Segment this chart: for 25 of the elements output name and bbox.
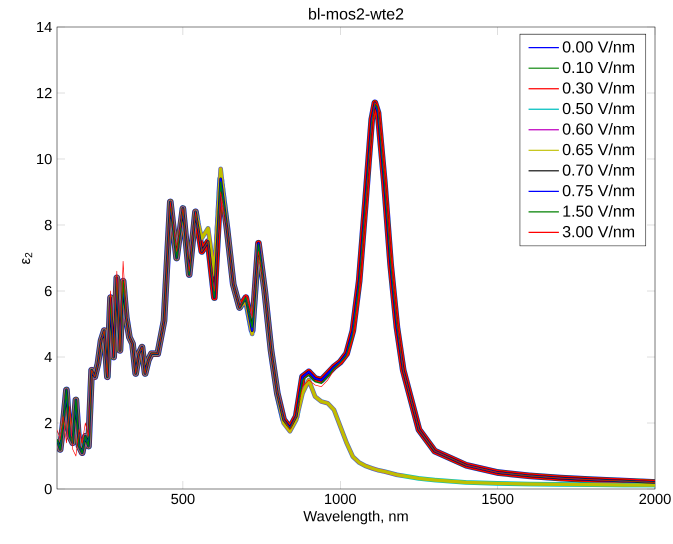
x-tick-label: 500 xyxy=(171,494,195,504)
legend-label: 0.00 V/nm xyxy=(562,40,634,53)
y-tick-label: 12 xyxy=(37,88,52,98)
x-axis-title: Wavelength, nm xyxy=(303,510,408,524)
x-tick-label: 2000 xyxy=(639,494,671,504)
legend-label: 0.10 V/nm xyxy=(562,61,634,74)
y-tick-label: 2 xyxy=(44,418,52,428)
legend-label: 1.50 V/nm xyxy=(563,205,634,217)
legend-label: 0.30 V/nm xyxy=(562,82,634,94)
y-tick-label: 10 xyxy=(37,154,52,164)
x-tick-label: 1000 xyxy=(325,494,356,504)
y-tick-label: 8 xyxy=(44,220,52,230)
x-tick-label: 1500 xyxy=(482,494,514,504)
legend-label: 0.75 V/nm xyxy=(562,184,634,196)
y-axis-title: ε$_{2}$ xyxy=(22,252,32,264)
legend-label: 0.70 V/nm xyxy=(562,164,634,176)
y-tick-label: 6 xyxy=(44,286,52,296)
y-tick-label: 0 xyxy=(44,484,52,494)
y-tick-label: 4 xyxy=(44,352,52,362)
chart-title: bl-mos2-wte2 xyxy=(309,8,404,20)
legend-label: 0.60 V/nm xyxy=(562,122,634,135)
legend-label: 3.00 V/nm xyxy=(562,226,634,238)
legend-label: 0.50 V/nm xyxy=(562,102,634,114)
legend-label: 0.65 V/nm xyxy=(562,144,634,156)
y-tick-label: 14 xyxy=(37,22,52,32)
